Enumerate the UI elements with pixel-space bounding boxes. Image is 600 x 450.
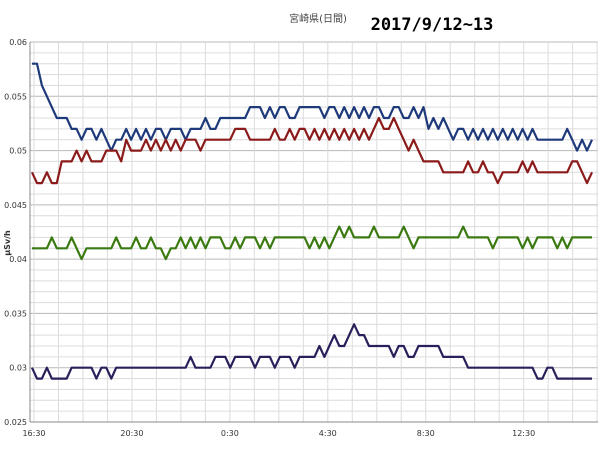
x-tick-label: 4:30 (319, 429, 337, 438)
y-tick-label: 0.025 (4, 418, 27, 427)
grid-lines (30, 41, 598, 423)
x-tick-labels: 16:30 20:30 0:30 4:30 8:30 12:30 (22, 429, 535, 438)
y-tick-label: 0.055 (4, 92, 27, 101)
x-tick-label: 8:30 (417, 429, 435, 438)
x-tick-label: 16:30 (22, 429, 45, 438)
x-tick-label: 20:30 (120, 429, 143, 438)
y-tick-label: 0.05 (9, 147, 27, 156)
series-line-1 (32, 62, 593, 152)
series-line-2 (31, 116, 593, 185)
y-tick-label: 0.03 (9, 364, 27, 373)
y-axis-label: μSv/h (3, 230, 12, 256)
y-tick-label: 0.04 (9, 255, 27, 264)
series-line-4 (31, 323, 592, 380)
y-tick-labels: 0.025 0.03 0.035 0.04 0.045 0.05 0.055 0.06 (4, 38, 27, 427)
series-line-3 (32, 225, 592, 261)
y-tick-label: 0.045 (4, 201, 27, 210)
y-tick-label: 0.06 (9, 38, 27, 47)
chart-title: 宮崎県(日間) (289, 12, 347, 25)
x-tick-label: 12:30 (512, 429, 535, 438)
y-tick-label: 0.035 (4, 309, 27, 318)
x-tick-label: 0:30 (221, 429, 239, 438)
series-lines (31, 62, 593, 380)
chart-subtitle: 2017/9/12~13 (371, 15, 494, 35)
